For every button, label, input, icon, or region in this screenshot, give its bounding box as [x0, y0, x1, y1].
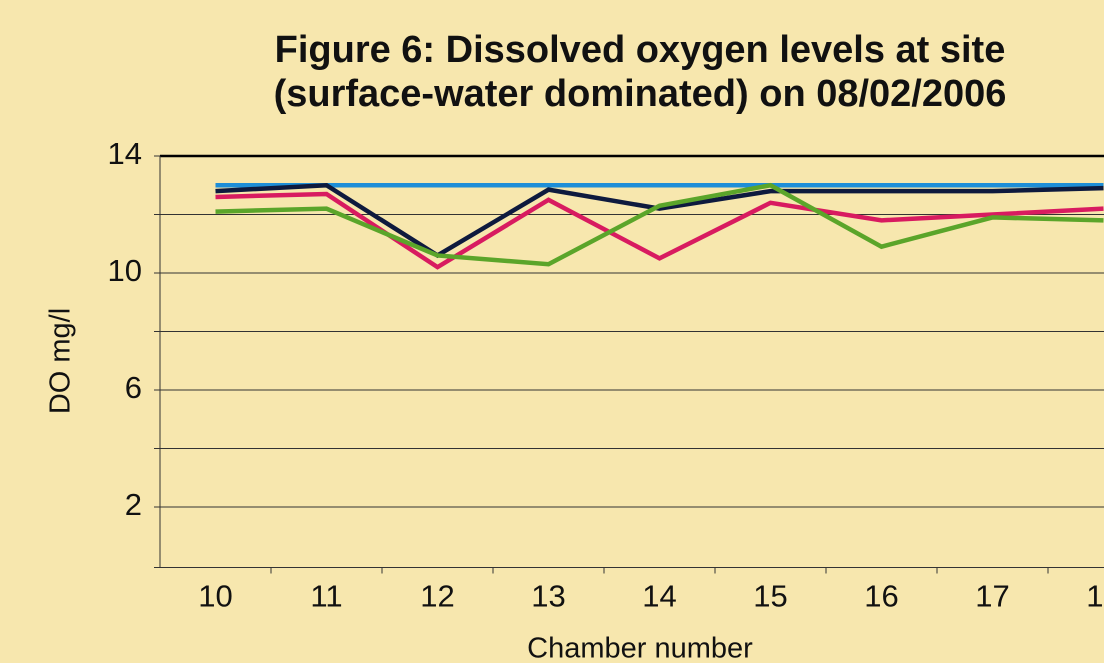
y-tick-label: 14 — [108, 136, 142, 171]
data-line — [215, 191, 1104, 270]
y-tick-label: 2 — [125, 487, 142, 522]
x-tick-label: 17 — [975, 579, 1009, 614]
x-tick-label: 14 — [642, 579, 676, 614]
x-tick-label: 12 — [420, 579, 454, 614]
y-axis-label: DO mg/l — [45, 308, 77, 414]
data-line — [215, 182, 1104, 259]
x-axis-label: Chamber number — [527, 633, 753, 663]
x-tick-label: 10 — [198, 579, 232, 614]
x-tick-label: 11 — [310, 579, 342, 614]
chart-title: Figure 6: Dissolved oxygen levels at sit… — [275, 29, 1006, 71]
x-tick-label: 18 — [1086, 579, 1104, 614]
x-tick-label: 13 — [531, 579, 565, 614]
x-tick-label: 16 — [864, 579, 898, 614]
data-line — [215, 182, 1104, 267]
chart-title: (surface-water dominated) on 08/02/2006 — [274, 73, 1007, 115]
y-tick-label: 10 — [108, 253, 142, 288]
x-tick-label: 15 — [753, 579, 787, 614]
y-tick-label: 6 — [125, 370, 142, 405]
